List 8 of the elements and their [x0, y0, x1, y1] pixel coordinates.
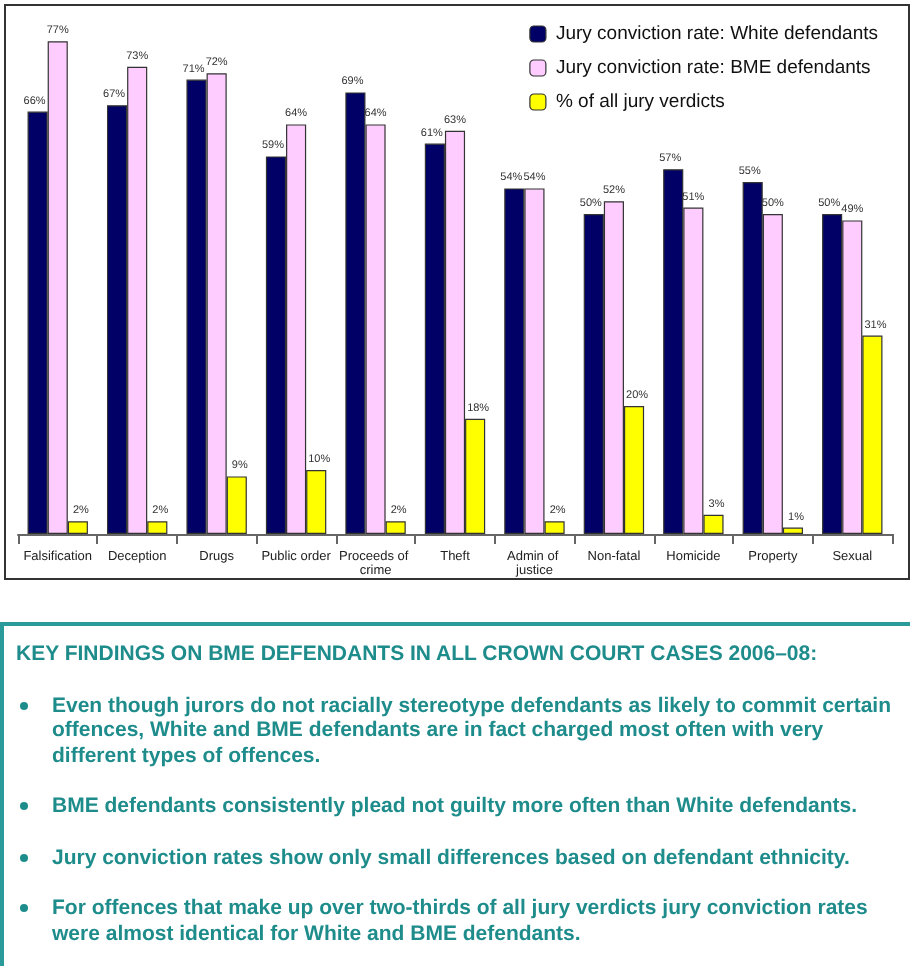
text: KEY FINDINGS ON BME DEFENDANTS IN ALL CROWN COURT CASES 2006–08:	[16, 642, 820, 667]
legend-label: Jury conviction rate: BME defendants	[555, 57, 872, 79]
text: Jury conviction rates show only small differences based on defendant ethnicity.	[50, 845, 852, 870]
text: For offences that make up over two-thirds of all jury verdicts jury conviction rates were almost identical for White and BME defendants.	[50, 896, 870, 946]
legend-label: % of all jury verdicts	[555, 91, 726, 113]
text: BME defendants consistently plead not guilty more often than White defendants.	[50, 794, 860, 819]
legend-label: Jury conviction rate: White defendants	[555, 23, 879, 45]
text: Even though jurors do not racially stereotype defendants as likely to commit certain offences, White and BME defendants are in fact charged most often with very different types of offences.	[50, 693, 894, 768]
